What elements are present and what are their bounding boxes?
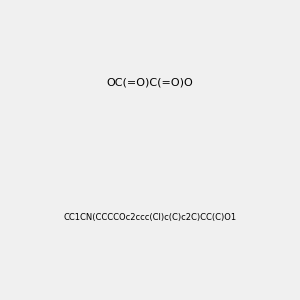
Text: OC(=O)C(=O)O: OC(=O)C(=O)O — [106, 77, 194, 88]
Text: CC1CN(CCCCOc2ccc(Cl)c(C)c2C)CC(C)O1: CC1CN(CCCCOc2ccc(Cl)c(C)c2C)CC(C)O1 — [63, 213, 237, 222]
